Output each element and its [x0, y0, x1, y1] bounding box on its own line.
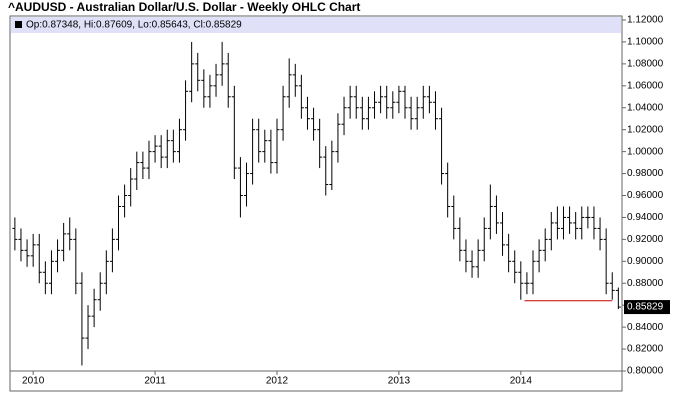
x-tick-label: 2013: [388, 376, 411, 387]
y-tick-label: 0.90000: [627, 256, 664, 267]
y-tick-label: 1.06000: [627, 80, 664, 91]
chart-title: ^AUDUSD - Australian Dollar/U.S. Dollar …: [8, 0, 360, 14]
y-tick-label: 0.92000: [627, 234, 664, 245]
y-tick-label: 1.04000: [627, 102, 664, 113]
last-price-label: 0.85829: [627, 302, 664, 313]
x-tick-label: 2010: [22, 376, 45, 387]
y-tick-label: 0.88000: [627, 278, 664, 289]
y-tick-label: 0.98000: [627, 168, 664, 179]
y-tick-label: 1.12000: [627, 15, 664, 26]
y-tick-label: 1.10000: [627, 37, 664, 48]
last-price-box: [624, 300, 670, 315]
x-tick-label: 2011: [144, 376, 166, 387]
x-tick-label: 2012: [266, 376, 289, 387]
y-tick-label: 1.02000: [627, 124, 664, 135]
y-tick-label: 0.94000: [627, 212, 664, 223]
y-tick-label: 0.80000: [627, 366, 664, 377]
legend-band: [11, 17, 621, 33]
y-tick-label: 0.96000: [627, 190, 664, 201]
y-tick-label: 0.82000: [627, 344, 664, 355]
legend-swatch: [15, 21, 22, 28]
y-tick-label: 1.00000: [627, 146, 664, 157]
plot-frame: [9, 15, 623, 392]
x-tick-label: 2014: [510, 376, 533, 387]
y-tick-label: 0.84000: [627, 322, 664, 333]
y-tick-label: 1.08000: [627, 59, 664, 70]
legend-text: Op:0.87348, Hi:0.87609, Lo:0.85643, Cl:0…: [26, 20, 242, 31]
